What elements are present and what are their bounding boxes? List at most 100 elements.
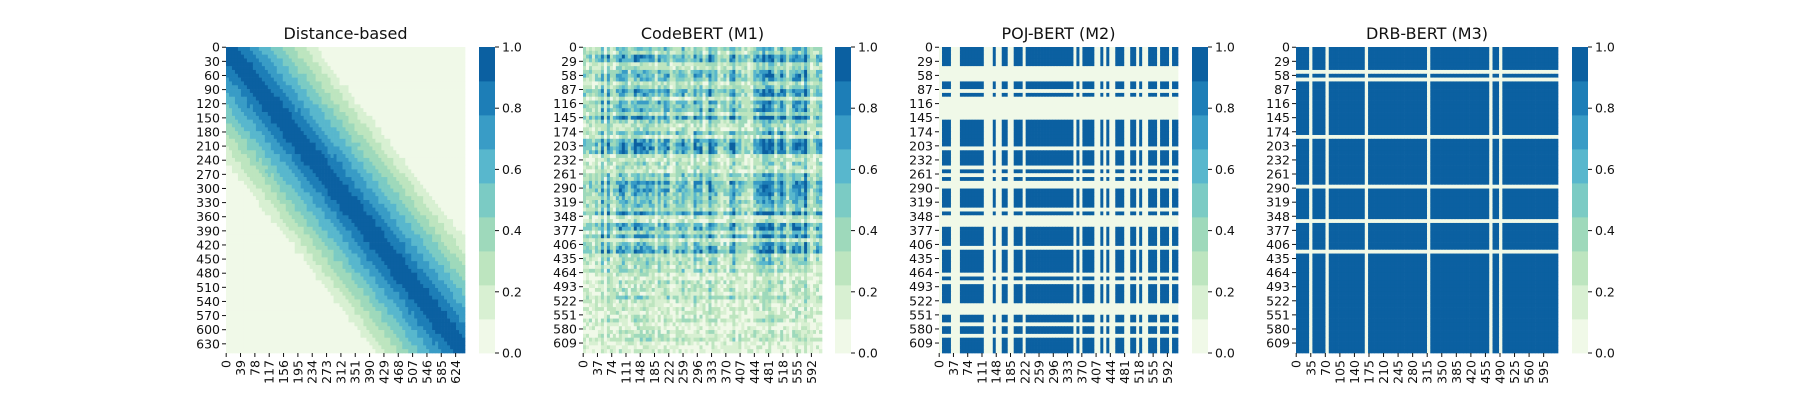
heatmap-cell	[393, 203, 397, 208]
heatmap-cell	[432, 242, 436, 247]
heatmap-cell	[282, 161, 287, 166]
heatmap-cell	[405, 89, 409, 94]
heatmap-cell	[426, 272, 430, 277]
heatmap-cell	[315, 134, 319, 140]
heatmap-cell	[414, 54, 418, 59]
heatmap-cell	[390, 188, 394, 193]
heatmap-cell	[375, 268, 379, 274]
heatmap-cell	[261, 108, 266, 113]
heatmap-cell	[414, 276, 418, 281]
heatmap-cell	[429, 249, 433, 254]
heatmap-cell	[342, 150, 346, 155]
heatmap-cell	[357, 169, 361, 174]
heatmap-cell	[240, 280, 245, 285]
heatmap-cell	[231, 219, 236, 224]
heatmap-cell	[387, 268, 391, 274]
heatmap-cell	[303, 54, 308, 59]
heatmap-cell	[393, 280, 397, 285]
heatmap-cell	[408, 134, 412, 140]
heatmap-cell	[249, 58, 254, 63]
heatmap-cell	[411, 219, 415, 224]
heatmap-cell	[321, 142, 325, 147]
heatmap-cell	[327, 280, 331, 285]
heatmap-cell	[381, 58, 385, 63]
heatmap-cell	[411, 104, 415, 109]
heatmap-cell	[321, 238, 325, 243]
heatmap-cell	[405, 257, 409, 262]
heatmap-cell	[393, 268, 397, 274]
heatmap-cell	[363, 207, 367, 212]
heatmap-cell	[294, 58, 299, 63]
heatmap-cell	[435, 47, 439, 52]
heatmap-cell	[321, 119, 325, 124]
heatmap-cell	[429, 131, 433, 136]
heatmap-cell	[342, 127, 346, 132]
heatmap-cell	[369, 112, 373, 117]
heatmap-cell	[324, 173, 328, 178]
heatmap-cell	[444, 138, 448, 143]
heatmap-cell	[297, 161, 302, 166]
heatmap-cell	[411, 165, 415, 170]
heatmap-cell	[288, 276, 293, 281]
heatmap-cell	[387, 119, 391, 124]
heatmap-cell	[300, 257, 305, 262]
heatmap-cell	[333, 154, 337, 159]
heatmap-cell	[348, 89, 352, 94]
heatmap-cell	[375, 242, 379, 247]
heatmap-cell	[279, 92, 284, 98]
heatmap-cell	[300, 200, 305, 205]
heatmap-cell	[231, 173, 236, 178]
heatmap-cell	[279, 200, 284, 205]
heatmap-cell	[372, 261, 376, 266]
heatmap-cell	[285, 165, 290, 170]
heatmap-cell	[369, 253, 373, 258]
heatmap-cell	[459, 219, 463, 224]
heatmap-cell	[363, 261, 367, 266]
heatmap-cell	[342, 272, 346, 277]
heatmap-cell	[396, 180, 400, 186]
heatmap-cell	[432, 188, 436, 193]
heatmap-cell	[372, 226, 376, 231]
heatmap-cell	[303, 257, 308, 262]
heatmap-cell	[321, 157, 325, 163]
heatmap-cell	[462, 58, 466, 63]
heatmap-cell	[279, 280, 284, 285]
heatmap-cell	[324, 89, 328, 94]
heatmap-cell	[426, 131, 430, 136]
heatmap-cell	[330, 81, 334, 86]
heatmap-cell	[450, 219, 454, 224]
heatmap-cell	[282, 196, 287, 201]
heatmap-cell	[399, 207, 403, 212]
heatmap-cell	[441, 234, 445, 239]
heatmap-cell	[276, 203, 281, 208]
heatmap-cell	[405, 265, 409, 270]
heatmap-cell	[345, 146, 349, 151]
heatmap-cell	[270, 268, 275, 274]
heatmap-cell	[318, 157, 322, 163]
heatmap-cell	[297, 234, 302, 239]
heatmap-cell	[450, 234, 454, 239]
heatmap-cell	[411, 261, 415, 266]
heatmap-cell	[375, 272, 379, 277]
heatmap-cell	[435, 157, 439, 163]
heatmap-cell	[267, 115, 272, 121]
heatmap-cell	[267, 177, 272, 182]
heatmap-cell	[303, 222, 308, 228]
heatmap-cell	[426, 54, 430, 59]
heatmap-cell	[282, 280, 287, 285]
heatmap-cell	[300, 173, 305, 178]
heatmap-cell	[264, 50, 269, 55]
heatmap-cell	[375, 265, 379, 270]
heatmap-cell	[369, 196, 373, 201]
heatmap-cell	[252, 180, 257, 186]
heatmap-cell	[462, 119, 466, 124]
heatmap-cell	[384, 73, 388, 78]
heatmap-cell	[357, 69, 361, 75]
heatmap-cell	[246, 230, 251, 235]
heatmap-cell	[447, 165, 451, 170]
heatmap-cell	[363, 184, 367, 189]
heatmap-cell	[240, 142, 245, 147]
heatmap-cell	[246, 66, 251, 71]
heatmap-cell	[258, 219, 263, 224]
heatmap-cell	[243, 226, 248, 231]
